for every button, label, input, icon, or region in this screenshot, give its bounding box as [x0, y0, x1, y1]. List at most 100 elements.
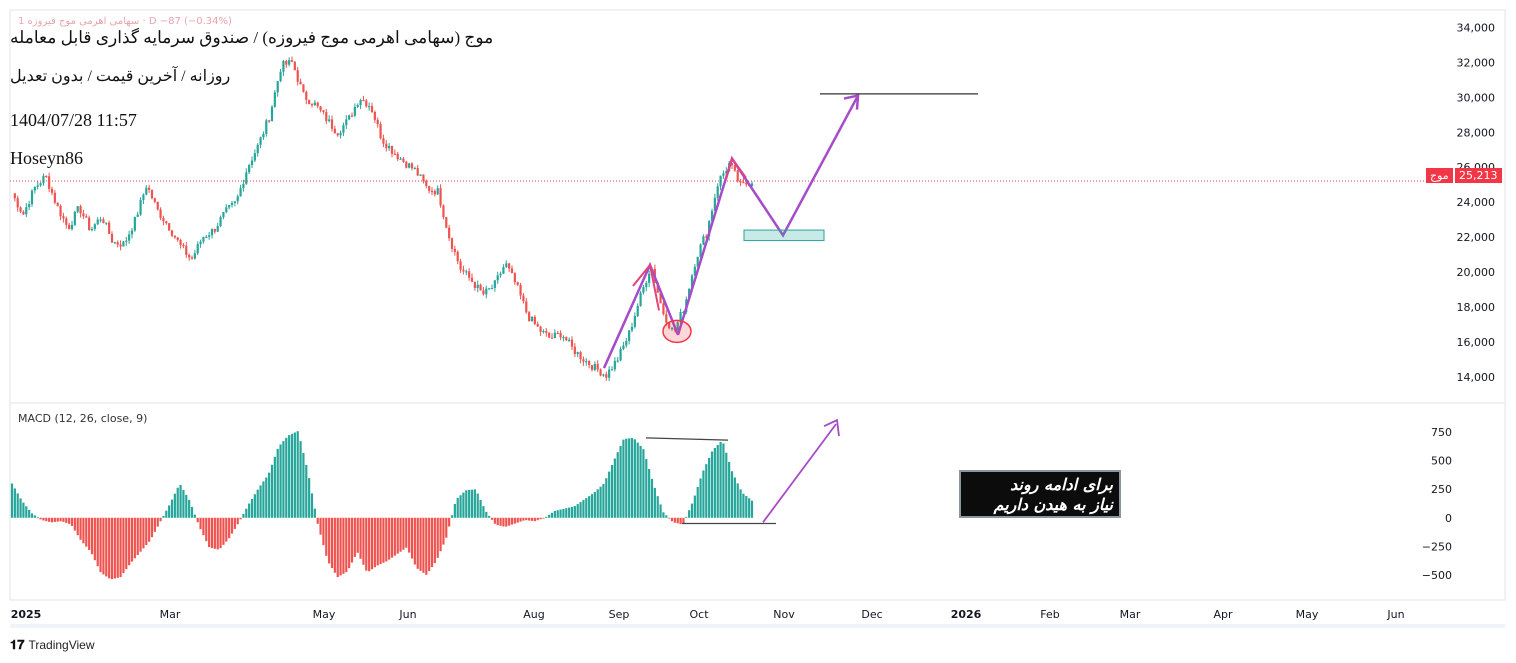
candle-body — [193, 253, 196, 259]
candle-body — [490, 287, 494, 290]
candle-body — [273, 92, 276, 107]
candle-body — [305, 91, 308, 100]
candle-body — [410, 163, 414, 169]
macd-bar — [499, 517, 502, 526]
macd-bar — [62, 517, 65, 522]
macd-bar — [308, 478, 311, 518]
macd-bar — [110, 517, 114, 580]
macd-bar — [376, 517, 379, 566]
brand[interactable]: 𝟏𝟕 TradingView — [10, 637, 95, 653]
macd-bar — [353, 517, 356, 557]
candle-body — [216, 226, 219, 232]
macd-bar — [676, 517, 679, 524]
chart-frame — [9, 9, 1506, 601]
macd-bar — [702, 470, 705, 518]
macd-bar — [350, 517, 354, 563]
candle-body — [148, 187, 151, 190]
candle-body — [399, 158, 402, 160]
macd-bar — [725, 452, 728, 518]
macd-bar — [599, 486, 602, 518]
candle-body — [233, 201, 236, 203]
candle-body — [433, 190, 436, 195]
candle-body — [279, 71, 282, 82]
macd-bar — [485, 511, 488, 518]
time-axis-tick: Dec — [861, 608, 882, 621]
macd-bar — [208, 517, 211, 548]
macd-bar — [493, 517, 496, 524]
macd-bar — [736, 483, 739, 518]
macd-bar — [102, 517, 105, 575]
candle-body — [236, 196, 239, 202]
note-line-2: نیاز به هیدن داریم — [993, 495, 1113, 514]
macd-bar — [553, 510, 556, 518]
candle-body — [390, 145, 394, 154]
macd-bar — [488, 515, 491, 518]
macd-bar — [453, 504, 456, 518]
symbol-faint-header: سهامی اهرمی موج فیروزه 1 · D −87 (−0.34%… — [18, 16, 232, 27]
candle-body — [153, 198, 156, 202]
macd-bar — [176, 487, 179, 518]
macd-bar — [410, 517, 414, 559]
macd-axis-tick: 750 — [1431, 426, 1452, 439]
time-axis-tick: Jun — [1386, 608, 1404, 621]
macd-bar — [225, 517, 228, 542]
candle-body — [556, 332, 559, 335]
macd-bar — [362, 517, 365, 565]
macd-bar — [233, 517, 236, 529]
candle-body — [459, 261, 462, 270]
macd-bar — [688, 510, 691, 518]
candle-body — [628, 330, 631, 341]
macd-bar — [416, 517, 419, 569]
candle-body — [25, 207, 28, 215]
macd-bar — [305, 464, 308, 518]
candle-body — [108, 222, 111, 234]
macd-bar — [445, 517, 448, 538]
candle-body — [405, 161, 408, 168]
macd-indicator-label[interactable]: MACD (12, 26, close, 9) — [18, 412, 148, 425]
candle-body — [422, 174, 425, 181]
macd-bar — [213, 517, 216, 549]
macd-bar — [162, 515, 165, 518]
candle-body — [730, 163, 734, 166]
candle-body — [396, 153, 399, 160]
macd-bar — [370, 517, 374, 570]
chart-author: Hoseyn86 — [10, 148, 83, 168]
macd-bar — [105, 517, 108, 577]
macd-bar — [130, 517, 134, 562]
candle-body — [342, 125, 345, 133]
candle-body — [579, 352, 582, 360]
candle-body — [205, 236, 208, 239]
candle-body — [99, 219, 102, 221]
macd-bar — [568, 507, 571, 518]
macd-bar — [679, 517, 682, 525]
macd-axis-tick: 500 — [1431, 455, 1452, 468]
macd-bar — [330, 517, 334, 569]
brand-text: TradingView — [28, 638, 95, 652]
candle-body — [582, 359, 585, 362]
macd-bar — [22, 502, 25, 518]
candle-body — [696, 256, 699, 267]
macd-bar — [73, 517, 76, 531]
candle-body — [516, 282, 519, 285]
macd-bar — [368, 517, 371, 572]
macd-bar — [319, 517, 322, 535]
macd-bar — [533, 517, 536, 522]
macd-bar — [748, 498, 751, 518]
macd-bar — [248, 503, 251, 518]
macd-bar — [345, 517, 348, 573]
macd-bar — [479, 499, 482, 518]
candle-body — [348, 115, 351, 120]
macd-bar — [230, 517, 234, 534]
macd-bar — [659, 504, 662, 518]
macd-bar — [242, 514, 245, 518]
support-zone — [743, 229, 825, 242]
macd-bar — [448, 517, 451, 527]
candle-body — [30, 190, 34, 205]
macd-axis-tick: 0 — [1445, 512, 1452, 525]
candle-body — [413, 168, 416, 170]
candles-group — [13, 56, 754, 381]
candle-body — [450, 238, 454, 249]
candle-body — [505, 263, 508, 268]
macd-bar — [142, 517, 145, 549]
macd-bar — [128, 517, 131, 566]
